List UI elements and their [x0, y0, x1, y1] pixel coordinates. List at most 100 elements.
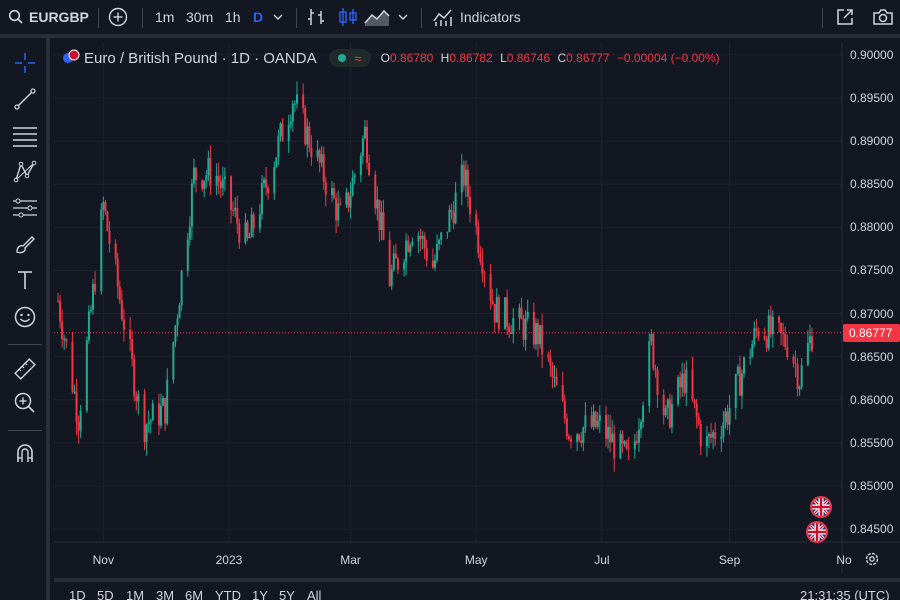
indicators-button[interactable]: Indicators [432, 0, 521, 34]
utc-clock[interactable]: 21:31:35 (UTC) [800, 588, 890, 600]
price-tick-label: 0.88500 [850, 177, 894, 192]
symbol-title[interactable]: Euro / British Pound · 1D · OANDA [84, 49, 317, 67]
candle-body [318, 150, 321, 163]
chart-pane[interactable]: Euro / British Pound · 1D · OANDA ≈ O0.8… [54, 42, 900, 574]
range-1y[interactable]: 1Y [252, 588, 268, 600]
candle-body [394, 253, 397, 259]
candle-body [87, 311, 90, 341]
text-tool[interactable] [10, 267, 40, 297]
candles-style-button[interactable] [337, 0, 359, 34]
candle [450, 203, 453, 220]
candle [333, 182, 336, 200]
candle-body [162, 397, 165, 406]
chart-type-dropdown[interactable] [397, 0, 409, 34]
uk-flag-event-icon[interactable] [806, 521, 828, 543]
candle [149, 418, 152, 434]
candle-body [217, 175, 220, 182]
candle [293, 100, 296, 113]
toolbar-divider [8, 430, 42, 431]
candle [565, 413, 568, 440]
price-chart[interactable] [54, 42, 900, 574]
candle [648, 333, 651, 413]
candle [782, 322, 785, 347]
candle [594, 410, 597, 429]
compare-button[interactable] [108, 0, 128, 34]
interval-1h[interactable]: 1h [225, 9, 241, 25]
candle-body [699, 423, 702, 447]
candle [584, 402, 587, 434]
zoom-tool[interactable] [10, 390, 40, 420]
candle [87, 305, 90, 344]
candle [452, 201, 455, 230]
candle [281, 118, 284, 142]
candle-body [104, 202, 107, 212]
pattern-tool[interactable] [10, 159, 40, 189]
bar-style-button[interactable] [306, 0, 328, 34]
candle-body [520, 307, 523, 320]
candle-body [720, 436, 723, 440]
candle [192, 158, 195, 188]
candle [232, 201, 235, 216]
candle-body [279, 123, 282, 136]
brush-tool[interactable] [10, 231, 40, 261]
range-6m[interactable]: 6M [185, 588, 204, 600]
candle [339, 197, 342, 206]
fib-tool[interactable] [10, 123, 40, 153]
interval-30m[interactable]: 30m [186, 9, 214, 25]
candle [493, 303, 496, 333]
candle-body [75, 391, 78, 422]
range-all[interactable]: All [307, 588, 322, 600]
candle-body [157, 403, 160, 426]
market-status-badge[interactable]: ≈ [328, 49, 371, 67]
snapshot-button[interactable] [872, 0, 894, 34]
candle-body [757, 330, 760, 337]
candle [137, 390, 140, 415]
close-value: 0.86777 [566, 51, 610, 65]
candle [392, 245, 395, 272]
symbol-label: EURGBP [29, 9, 89, 25]
candle [637, 418, 640, 453]
candle-body [440, 232, 443, 240]
area-style-button[interactable] [364, 0, 390, 34]
trend-line-tool[interactable] [10, 86, 40, 116]
interval-dropdown[interactable] [272, 0, 284, 34]
measure-tool[interactable] [10, 356, 40, 386]
candle [244, 213, 247, 245]
forecast-tool[interactable] [10, 195, 40, 225]
uk-flag-event-icon[interactable] [810, 496, 832, 518]
candle-body [493, 304, 496, 323]
range-5d[interactable]: 5D [97, 588, 114, 600]
range-ytd[interactable]: YTD [215, 588, 241, 600]
interval-d[interactable]: D [253, 9, 264, 25]
price-tick-label: 0.87500 [850, 263, 894, 278]
candle-body [796, 363, 799, 390]
candle [497, 294, 500, 334]
range-1d[interactable]: 1D [69, 588, 86, 600]
candle-body [351, 177, 354, 196]
emoji-tool[interactable] [10, 304, 40, 334]
candle [359, 152, 362, 183]
candle-body [537, 323, 540, 345]
candle [89, 305, 92, 314]
crosshair-tool[interactable] [10, 50, 40, 80]
candle [166, 368, 169, 426]
publish-button[interactable] [835, 0, 855, 34]
axis-settings-button[interactable] [864, 551, 880, 572]
candle-body [567, 436, 570, 440]
candle [376, 186, 379, 221]
candle [287, 114, 290, 154]
range-1m[interactable]: 1M [126, 588, 145, 600]
candle [135, 391, 138, 411]
interval-1m[interactable]: 1m [155, 9, 175, 25]
candle [265, 167, 268, 196]
candle [436, 234, 439, 264]
candle-body [483, 273, 486, 275]
candle [316, 140, 319, 162]
candle-body [347, 192, 350, 208]
candle-body [512, 318, 515, 334]
range-5y[interactable]: 5Y [279, 588, 295, 600]
magnet-tool[interactable] [10, 440, 40, 470]
symbol-search[interactable]: EURGBP [8, 0, 89, 34]
range-3m[interactable]: 3M [156, 588, 175, 600]
magnet-icon [13, 441, 37, 470]
